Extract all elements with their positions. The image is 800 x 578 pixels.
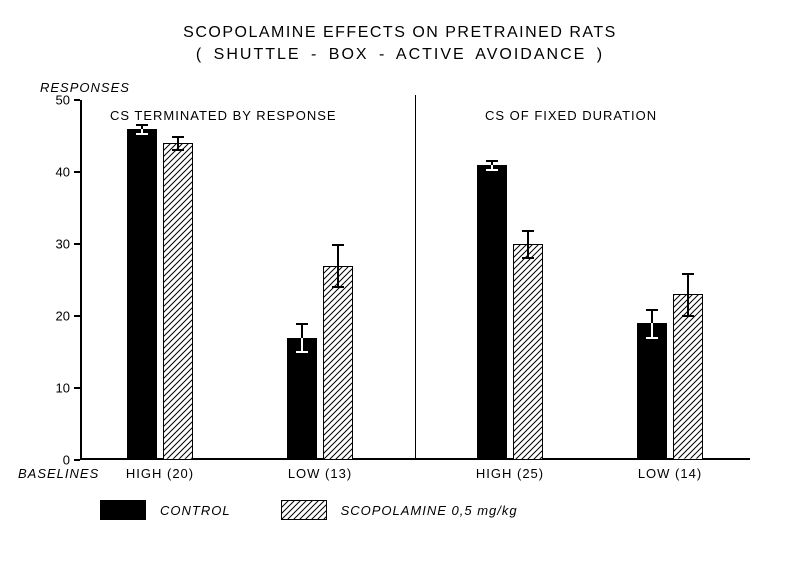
legend-item-scopolamine: SCOPOLAMINE 0,5 mg/kg [281,500,518,520]
bar-scopolamine [673,294,703,460]
y-tick-label: 20 [56,309,80,324]
legend-label-scopolamine: SCOPOLAMINE 0,5 mg/kg [341,503,518,518]
legend-swatch-scopolamine [281,500,327,520]
chart-page: SCOPOLAMINE EFFECTS ON PRETRAINED RATS (… [0,0,800,578]
y-tick-label: 50 [56,93,80,108]
bar-scopolamine [163,143,193,460]
y-axis-title: RESPONSES [40,80,130,95]
x-category-label: HIGH (25) [476,466,544,481]
panel-label-left: CS TERMINATED BY RESPONSE [110,108,337,123]
x-axis-title: BASELINES [18,466,99,481]
x-category-label: HIGH (20) [126,466,194,481]
legend-item-control: CONTROL [100,500,231,520]
panel-label-right: CS OF FIXED DURATION [485,108,657,123]
panel-divider [415,95,416,460]
bar-control [127,129,157,460]
legend-swatch-control [100,500,146,520]
y-tick-label: 10 [56,381,80,396]
x-category-label: LOW (13) [288,466,352,481]
legend: CONTROL SCOPOLAMINE 0,5 mg/kg [100,500,518,520]
bar-control [287,338,317,460]
bar-control [477,165,507,460]
bar-scopolamine [323,266,353,460]
y-axis-line [80,100,82,460]
chart-title: SCOPOLAMINE EFFECTS ON PRETRAINED RATS [0,24,800,42]
y-tick-label: 40 [56,165,80,180]
y-tick-label: 30 [56,237,80,252]
bar-scopolamine [513,244,543,460]
legend-label-control: CONTROL [160,503,231,518]
plot-area: 01020304050CS TERMINATED BY RESPONSECS O… [80,100,750,460]
x-category-label: LOW (14) [638,466,702,481]
bar-control [637,323,667,460]
chart-subtitle: ( SHUTTLE - BOX - ACTIVE AVOIDANCE ) [0,46,800,64]
